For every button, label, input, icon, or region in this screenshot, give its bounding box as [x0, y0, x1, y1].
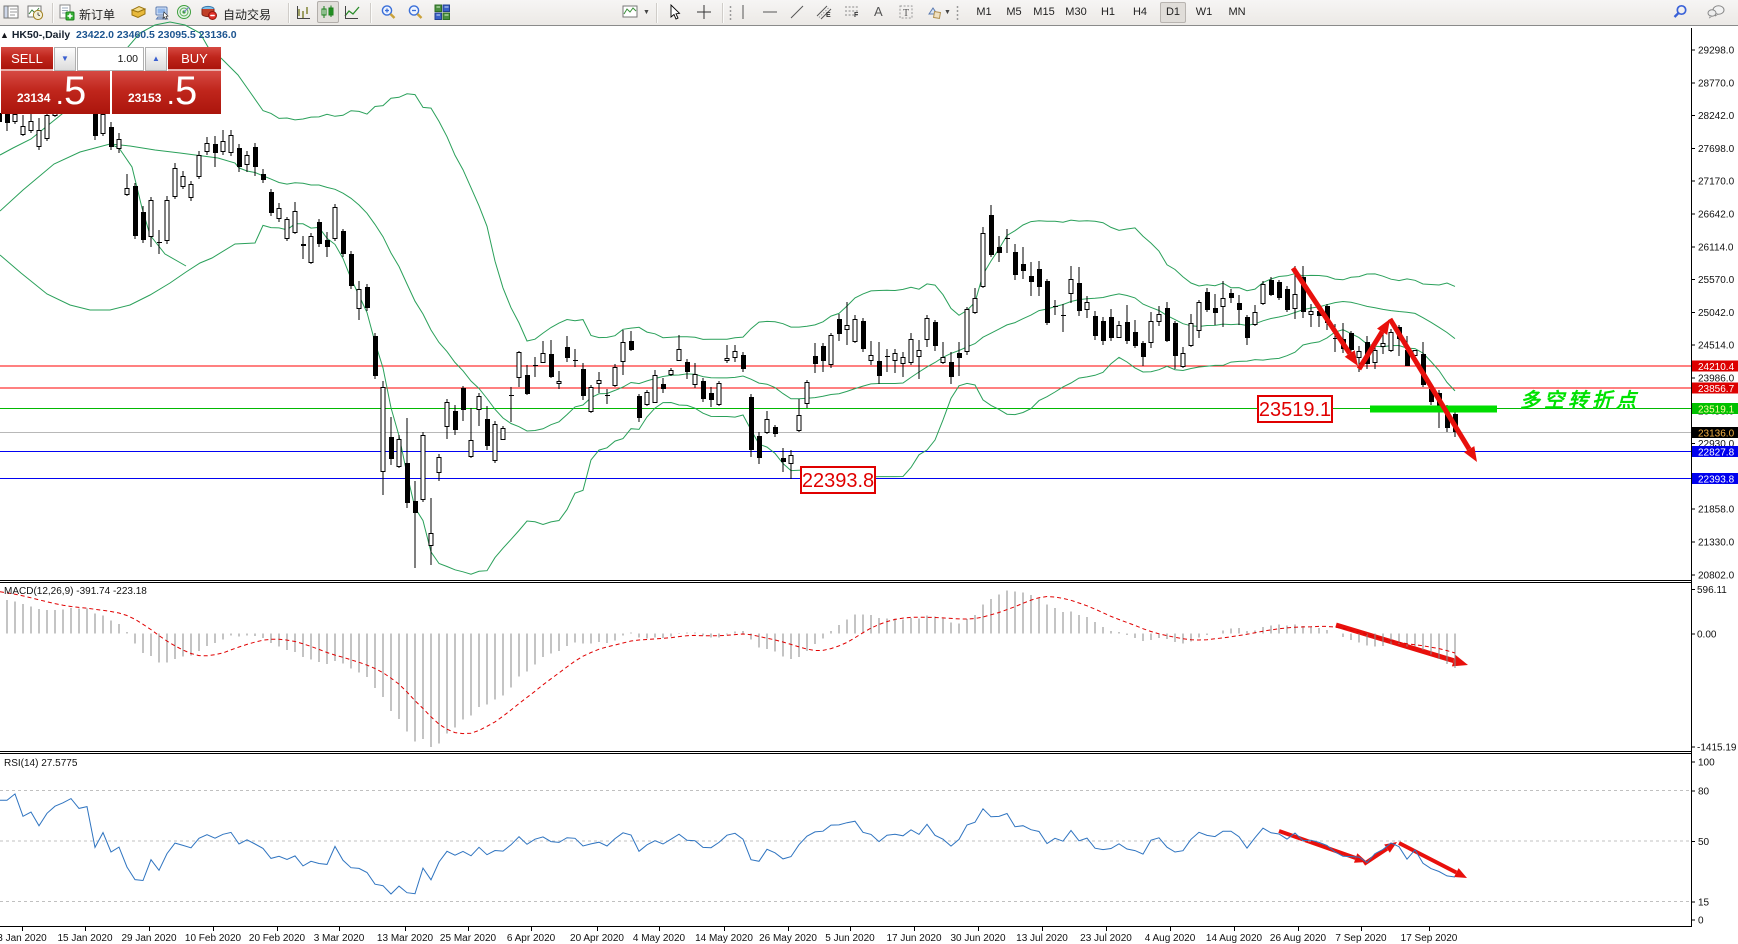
svg-text:26114.0: 26114.0 — [1698, 242, 1734, 253]
svg-text:22393.8: 22393.8 — [802, 470, 874, 492]
svg-text:100: 100 — [1698, 758, 1715, 769]
svg-text:23 Jul 2020: 23 Jul 2020 — [1080, 933, 1132, 944]
svg-text:21330.0: 21330.0 — [1698, 538, 1735, 549]
svg-text:0.00: 0.00 — [1697, 629, 1717, 640]
svg-text:-1415.19: -1415.19 — [1697, 743, 1737, 754]
svg-text:24514.0: 24514.0 — [1698, 341, 1735, 352]
svg-text:4 Aug 2020: 4 Aug 2020 — [1145, 933, 1196, 944]
svg-text:RSI(14) 27.5775: RSI(14) 27.5775 — [4, 758, 78, 769]
svg-text:25 Mar 2020: 25 Mar 2020 — [440, 933, 497, 944]
svg-text:23856.7: 23856.7 — [1698, 384, 1735, 395]
svg-text:24210.4: 24210.4 — [1698, 362, 1735, 373]
svg-text:23519.1: 23519.1 — [1698, 405, 1735, 416]
svg-text:25042.0: 25042.0 — [1698, 308, 1735, 319]
svg-text:3 Jan 2020: 3 Jan 2020 — [0, 933, 47, 944]
svg-text:29 Jan 2020: 29 Jan 2020 — [121, 933, 176, 944]
svg-text:13 Jul 2020: 13 Jul 2020 — [1016, 933, 1068, 944]
svg-text:0: 0 — [1698, 915, 1704, 926]
svg-text:22393.8: 22393.8 — [1698, 475, 1735, 486]
svg-text:596.11: 596.11 — [1697, 585, 1727, 596]
svg-text:多空转折点: 多空转折点 — [1520, 389, 1640, 412]
svg-text:13 Mar 2020: 13 Mar 2020 — [377, 933, 434, 944]
svg-text:29298.0: 29298.0 — [1698, 46, 1735, 57]
svg-text:22827.8: 22827.8 — [1698, 448, 1735, 459]
svg-text:21858.0: 21858.0 — [1698, 505, 1735, 516]
svg-text:15: 15 — [1698, 898, 1710, 909]
svg-text:25570.0: 25570.0 — [1698, 275, 1735, 286]
svg-text:6 Apr 2020: 6 Apr 2020 — [507, 933, 556, 944]
svg-text:22930.0: 22930.0 — [1698, 439, 1735, 450]
svg-text:20 Apr 2020: 20 Apr 2020 — [570, 933, 624, 944]
svg-text:14 May 2020: 14 May 2020 — [695, 933, 753, 944]
svg-text:MACD(12,26,9) -391.74 -223.18: MACD(12,26,9) -391.74 -223.18 — [4, 586, 147, 597]
svg-text:15 Jan 2020: 15 Jan 2020 — [57, 933, 112, 944]
svg-text:28770.0: 28770.0 — [1698, 78, 1735, 89]
svg-text:10 Feb 2020: 10 Feb 2020 — [185, 933, 242, 944]
svg-text:30 Jun 2020: 30 Jun 2020 — [950, 933, 1005, 944]
svg-text:23519.1: 23519.1 — [1259, 399, 1331, 421]
svg-text:27170.0: 27170.0 — [1698, 177, 1735, 188]
svg-text:20802.0: 20802.0 — [1698, 570, 1735, 581]
svg-text:17 Jun 2020: 17 Jun 2020 — [886, 933, 941, 944]
svg-text:T: T — [903, 8, 909, 19]
svg-text:7 Sep 2020: 7 Sep 2020 — [1335, 933, 1387, 944]
svg-text:80: 80 — [1698, 786, 1710, 797]
svg-text:5 Jun 2020: 5 Jun 2020 — [825, 933, 875, 944]
svg-text:17 Sep 2020: 17 Sep 2020 — [1401, 933, 1458, 944]
svg-text:14 Aug 2020: 14 Aug 2020 — [1206, 933, 1263, 944]
svg-text:50: 50 — [1698, 837, 1710, 848]
svg-text:20 Feb 2020: 20 Feb 2020 — [249, 933, 306, 944]
svg-text:3 Mar 2020: 3 Mar 2020 — [314, 933, 365, 944]
svg-text:4 May 2020: 4 May 2020 — [633, 933, 686, 944]
svg-text:26 May 2020: 26 May 2020 — [759, 933, 817, 944]
svg-text:23986.0: 23986.0 — [1698, 374, 1735, 385]
svg-text:26 Aug 2020: 26 Aug 2020 — [1270, 933, 1327, 944]
svg-text:23136.0: 23136.0 — [1698, 429, 1735, 440]
svg-text:26642.0: 26642.0 — [1698, 210, 1735, 221]
svg-text:28242.0: 28242.0 — [1698, 111, 1735, 122]
svg-text:27698.0: 27698.0 — [1698, 144, 1735, 155]
